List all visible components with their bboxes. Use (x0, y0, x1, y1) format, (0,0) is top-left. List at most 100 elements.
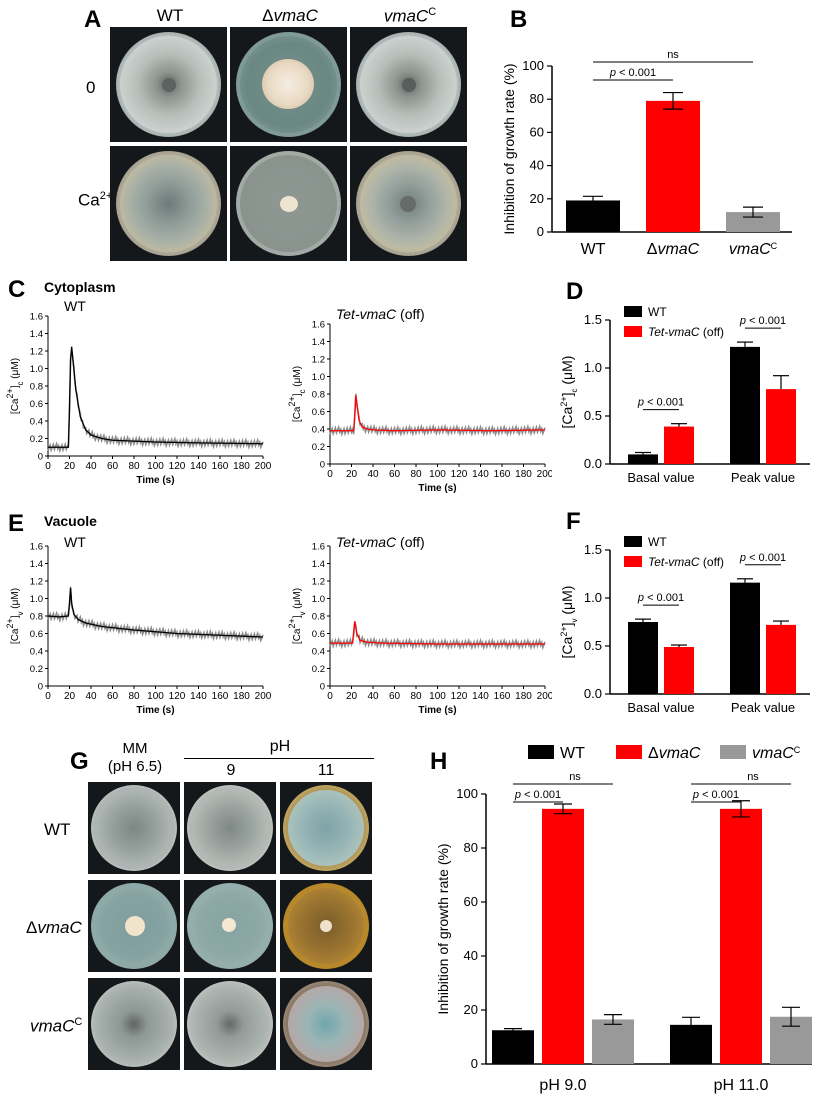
chart-e-wt-ytick-label-0: 0 (38, 682, 43, 693)
chart-e-wt-xtick-label-8: 160 (212, 691, 229, 702)
panel-f-label: F (566, 508, 581, 535)
chart-d: 0.0 0.5 1.0 1.5 [Ca2+]c (μM) Basal value p < 0… (560, 305, 810, 485)
chart-c-tet-xtick-label-5: 100 (429, 469, 446, 480)
chart-b-bar-1 (646, 100, 700, 232)
chart-e-wt-xtick-label-4: 80 (128, 691, 140, 702)
plate-a-wt-0 (110, 27, 227, 142)
chart-e-wt-noise-trace (47, 586, 264, 644)
panel-g-ph11: 11 (317, 762, 335, 779)
chart-d-cat-1: Peak value (731, 470, 795, 485)
chart-e-tet-xtick-label-1: 20 (346, 691, 358, 702)
chart-e-tet-mean-trace (330, 621, 545, 645)
chart-f-cat-0: Basal value (627, 700, 694, 715)
chart-h-legend-swatch-1 (616, 745, 642, 759)
chart-c-wt-ytick-label-8: 1.6 (30, 312, 43, 323)
chart-c-wt-xtick-label-7: 140 (190, 461, 207, 472)
chart-f-bar-1-0 (664, 646, 694, 694)
chart-c-tet-ytick-label-1: 0.2 (312, 442, 325, 453)
chart-c-tet-xtick-label-2: 40 (367, 469, 379, 480)
chart-c-tet-xtick-label-9: 180 (515, 469, 532, 480)
panel-a-header-mutant: ΔvmaC (262, 6, 318, 25)
plate-g-complement-mm (88, 978, 180, 1070)
chart-b-ytick-label-0: 0 (537, 224, 544, 239)
chart-f-sig-label-1: p < 0.001 (739, 552, 786, 564)
chart-f-ytick-label-1: 0.5 (584, 638, 602, 653)
chart-h-bar-1-1 (720, 808, 762, 1064)
chart-h-ytick-label-4: 80 (464, 840, 478, 855)
chart-d-ytick-label-3: 1.5 (584, 312, 602, 327)
chart-f-legend-label-1: Tet-vmaC (off) (648, 555, 724, 569)
panel-g-row-mutant: ΔvmaC (26, 918, 82, 937)
chart-e-tet-xtick-label-7: 140 (472, 691, 489, 702)
chart-c-wt-xtick-label-1: 20 (64, 461, 76, 472)
chart-d-bar-0-0 (628, 454, 658, 464)
chart-c-tet-ytick-label-3: 0.6 (312, 407, 325, 418)
chart-c-wt-xtick-label-6: 120 (169, 461, 186, 472)
chart-h-ylabel: Inhibition of growth rate (%) (435, 843, 451, 1014)
chart-e-tet-xtick-label-6: 120 (451, 691, 468, 702)
panel-e-label: E (8, 510, 25, 537)
panel-e-left-title: WT (64, 534, 86, 550)
plate-g-mutant-mm (88, 880, 180, 972)
plate-a-wt-ca (110, 146, 227, 261)
chart-f: 0.0 0.5 1.0 1.5 [Ca2+]v (μM) Basal value p < 0… (560, 535, 810, 715)
panel-g-label: G (70, 748, 89, 775)
panel-a-label: A (84, 6, 102, 33)
panel-c-right-title: Tet-vmaC (off) (336, 306, 425, 322)
chart-b-ytick-label-3: 60 (530, 124, 544, 139)
chart-d-legend-swatch-0 (624, 306, 642, 317)
plate-a-complement-0 (350, 27, 467, 142)
chart-c-tet-ytick-label-5: 1.0 (312, 372, 325, 383)
chart-h-legend-label-1: ΔvmaC (648, 745, 701, 762)
chart-b: 0 20 40 60 80 100 Inhibition of growth rate (%… (501, 49, 792, 258)
chart-e-tet-xlabel: Time (s) (418, 705, 456, 716)
chart-f-ytick-label-3: 1.5 (584, 542, 602, 557)
plate-a-mutant-ca (230, 146, 347, 261)
panel-e-right-title: Tet-vmaC (off) (336, 534, 425, 550)
chart-d-bar-0-1 (730, 346, 760, 464)
chart-c-tet-ylabel: [Ca2+]c (μM) (287, 366, 307, 422)
chart-e-tet-ytick-label-7: 1.4 (312, 559, 325, 570)
chart-c-tet-xtick-label-0: 0 (327, 469, 333, 480)
chart-e-tet-xtick-label-0: 0 (327, 691, 333, 702)
panel-a-row-ca: Ca2+ (78, 190, 113, 210)
chart-b-ytick-label-2: 40 (530, 158, 544, 173)
chart-h-legend-swatch-2 (720, 745, 746, 759)
chart-c-wt-xtick-label-5: 100 (147, 461, 164, 472)
chart-c-tet-xtick-label-8: 160 (494, 469, 511, 480)
panel-g-ph-line (184, 758, 374, 759)
panel-c-label: C (8, 276, 26, 303)
chart-h-sig-label-ns-1: ns (747, 771, 759, 783)
chart-b-sig-label-0: p < 0.001 (609, 67, 656, 79)
chart-d-cat-0: Basal value (627, 470, 694, 485)
panel-g-ph-header: pH (269, 738, 291, 755)
chart-c-wt-xtick-label-9: 180 (233, 461, 250, 472)
chart-c-wt-ytick-label-3: 0.6 (30, 399, 43, 410)
chart-e-wt-xtick-label-9: 180 (233, 691, 250, 702)
chart-c-tet-ytick-label-8: 1.6 (312, 320, 325, 331)
chart-e-tet-xtick-label-3: 60 (389, 691, 401, 702)
chart-c-wt-ytick-label-4: 0.8 (30, 382, 43, 393)
chart-b-cat-1: ΔvmaC (647, 241, 700, 258)
plate-g-complement-ph9 (184, 978, 276, 1070)
panel-c-section: Cytoplasm (44, 279, 116, 295)
plate-g-wt-mm (88, 782, 180, 874)
chart-d-sig-label-1: p < 0.001 (739, 315, 786, 327)
chart-b-ytick-label-4: 80 (530, 91, 544, 106)
chart-e-wt-ytick-label-4: 0.8 (30, 612, 43, 623)
chart-h-legend-swatch-0 (528, 745, 554, 759)
chart-h-sig-label-p-1: p < 0.001 (692, 789, 739, 801)
plate-g-wt-ph11 (280, 782, 372, 874)
chart-c-tet-xtick-label-6: 120 (451, 469, 468, 480)
chart-e-wt-ytick-label-7: 1.4 (30, 559, 43, 570)
chart-e-wt-ytick-label-8: 1.6 (30, 542, 43, 553)
chart-e-tet-ytick-label-3: 0.6 (312, 629, 325, 640)
chart-d-bar-1-1 (766, 389, 796, 464)
chart-h-ytick-label-5: 100 (456, 786, 478, 801)
plate-a-mutant-0 (230, 27, 347, 142)
chart-e-tet-ytick-label-0: 0 (320, 682, 325, 693)
chart-e-wt-xtick-label-6: 120 (169, 691, 186, 702)
chart-c-tet-xtick-label-7: 140 (472, 469, 489, 480)
chart-e-tet-noise-trace (329, 621, 546, 651)
chart-e-wt-xtick-label-0: 0 (45, 691, 51, 702)
